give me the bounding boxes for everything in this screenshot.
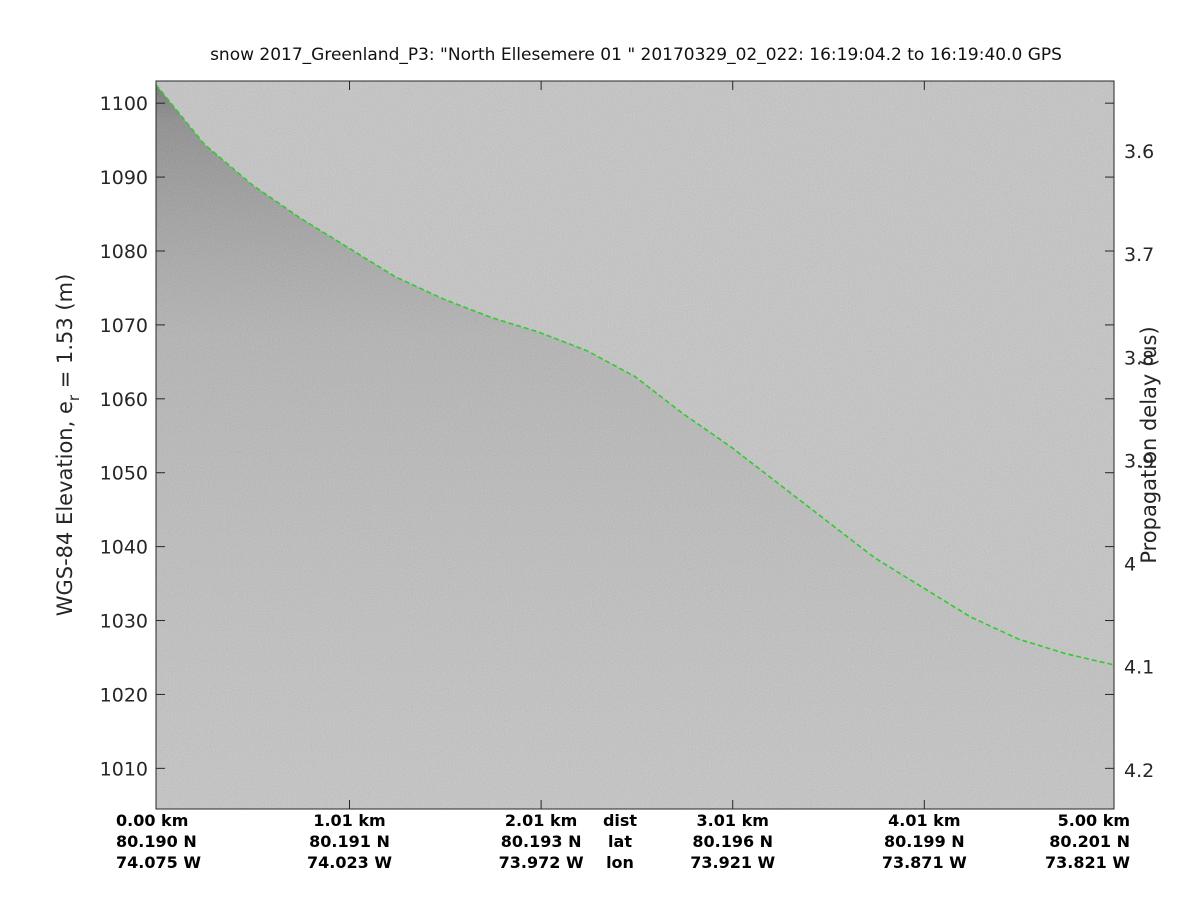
x-tick-dist-label: 1.01 km [313,811,385,830]
y2-tick-label: 3.6 [1124,141,1154,163]
dist-row-label: dist [603,811,637,830]
x-tick-lat-label: 80.201 N [1049,832,1130,851]
x-tick-dist-label: 3.01 km [697,811,769,830]
y-axis-label: WGS-84 Elevation, er = 1.53 (m) [53,274,83,617]
x-tick-lat-label: 80.191 N [309,832,390,851]
y-tick-label: 1040 [100,537,148,559]
y-tick-label: 1020 [100,684,148,706]
x-tick-dist-label: 4.01 km [888,811,960,830]
x-tick-lat-label: 80.190 N [116,832,197,851]
y-tick-label: 1090 [100,167,148,189]
left-axis: 1010 1020 1030 1040 1050 1060 1070 1080 1090 1100 [100,93,1114,780]
y2-tick-label: 3.8 [1124,347,1154,369]
y-tick-label: 1070 [100,315,148,337]
y2-tick-label: 4 [1124,554,1136,576]
lon-row-label: lon [606,853,634,872]
plot-frame [155,80,1115,810]
x-tick-lat-label: 80.193 N [501,832,582,851]
x-tick-dist-label: 5.00 km [1058,811,1130,830]
y-tick-label: 1080 [100,241,148,263]
x-tick-dist-label: 2.01 km [505,811,577,830]
right-axis: 3.6 3.7 3.8 3.9 4 4.1 4.2 [1124,141,1154,782]
plot-area [156,81,1114,809]
chart-title: snow 2017_Greenland_P3: "North Ellesemer… [210,45,1062,65]
y-tick-label: 1060 [100,389,148,411]
x-tick-lon-label: 73.871 W [882,853,967,872]
position-row-labels: dist lat lon [603,811,637,872]
x-tick-lon-label: 73.821 W [1045,853,1130,872]
speckle-noise [156,81,1114,809]
x-tick-lon-label: 74.023 W [307,853,392,872]
y-tick-label: 1050 [100,463,148,485]
y2-axis-label: Propagation delay (us) [1137,326,1161,563]
x-tick-lon-label: 74.075 W [116,853,201,872]
y-tick-label: 1030 [100,611,148,633]
x-tick-dist-label: 0.00 km [116,811,188,830]
x-tick-lat-label: 80.199 N [884,832,965,851]
y-tick-label: 1100 [100,93,148,115]
y2-tick-label: 3.9 [1124,450,1154,472]
x-tick-lon-label: 73.921 W [690,853,775,872]
y2-tick-label: 3.7 [1124,244,1154,266]
surface-layer-line [156,84,1114,666]
y2-tick-label: 4.1 [1124,657,1154,679]
x-tick-lon-label: 73.972 W [499,853,584,872]
y2-tick-label: 4.2 [1124,760,1154,782]
x-tick-lat-label: 80.196 N [692,832,773,851]
y-tick-label: 1010 [100,758,148,780]
bottom-axis: 0.00 km 80.190 N 74.075 W 1.01 km 80.191 N 74… [116,81,1130,872]
lat-row-label: lat [608,832,632,851]
